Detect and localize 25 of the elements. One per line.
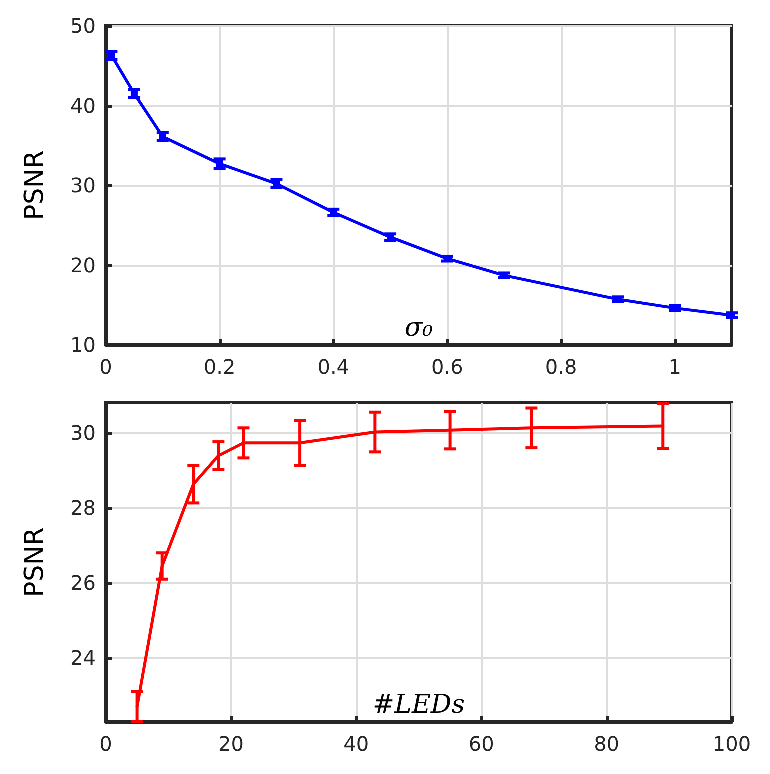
x-tick-label: 0.8 (545, 355, 578, 379)
y-axis-title: PSNR (20, 150, 50, 220)
x-tick-label: 0.2 (204, 355, 236, 379)
y-tick-label: 30 (70, 421, 96, 446)
y-tick-label: 10 (70, 333, 96, 357)
y-axis-title: PSNR (20, 528, 50, 598)
y-tick-label: 26 (70, 571, 96, 596)
y-tick-label: 40 (70, 94, 96, 118)
x-tick-label: 0.4 (318, 355, 350, 379)
x-axis-title: #LEDs (372, 690, 466, 720)
x-tick-label: 1 (668, 355, 682, 379)
x-axis-title: σ₀ (404, 313, 434, 343)
y-tick-label: 30 (70, 174, 96, 198)
x-tick-label: 100 (712, 732, 752, 756)
y-tick-label: 28 (70, 496, 96, 520)
x-tick-label: 40 (344, 732, 370, 756)
x-tick-label: 0 (100, 732, 112, 756)
x-tick-label: 0 (100, 355, 112, 379)
x-tick-label: 20 (218, 732, 244, 756)
x-tick-label: 0.6 (432, 355, 464, 379)
x-tick-label: 60 (468, 732, 494, 756)
x-tick-label: 80 (594, 732, 620, 756)
y-tick-label: 50 (70, 14, 96, 38)
y-tick-label: 20 (70, 253, 96, 278)
y-tick-label: 24 (70, 646, 96, 670)
